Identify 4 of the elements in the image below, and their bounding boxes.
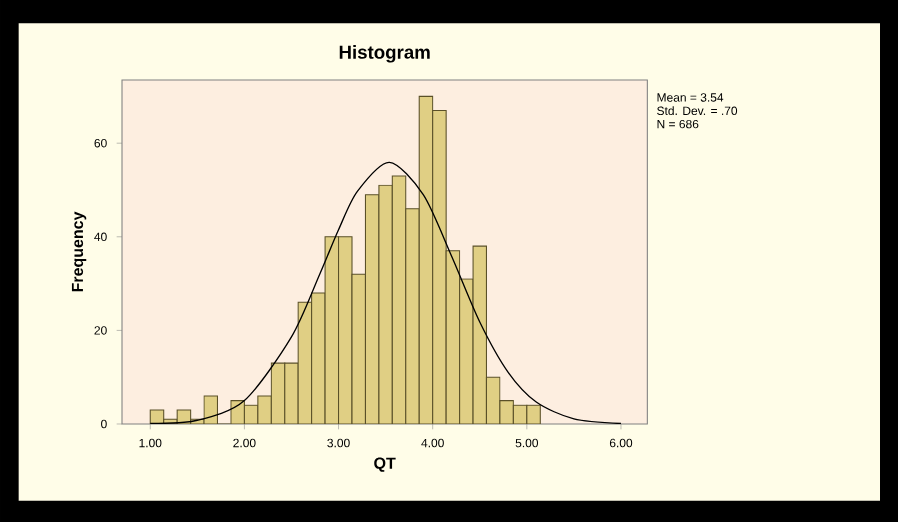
x-axis-title: QT [374, 457, 396, 472]
y-axis-title: Frequency [71, 211, 87, 292]
line-series [149, 161, 622, 424]
chart-title: Histogram [339, 45, 430, 63]
